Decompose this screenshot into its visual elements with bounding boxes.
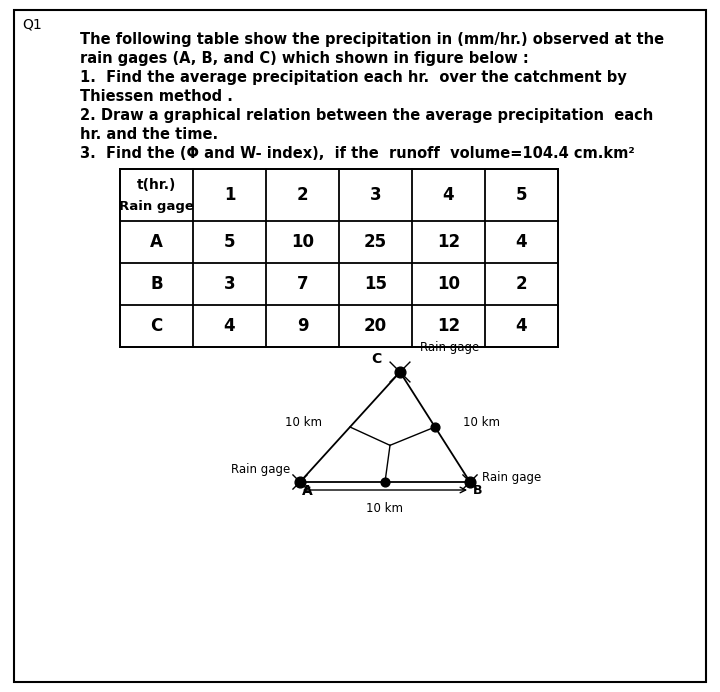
Point (464, 477, 476, 488)
Text: rain gages (A, B, and C) which shown in figure below :: rain gages (A, B, and C) which shown in … (80, 51, 528, 66)
Text: 4: 4 (516, 317, 527, 335)
Point (294, 477, 306, 488)
Text: 10: 10 (437, 275, 460, 293)
Text: B: B (473, 484, 482, 497)
Text: 10: 10 (291, 233, 314, 251)
Text: Q1: Q1 (22, 17, 42, 31)
Point (379, 477, 391, 488)
Text: Thiessen method .: Thiessen method . (80, 89, 233, 104)
Text: 12: 12 (437, 233, 460, 251)
Text: 4: 4 (224, 317, 235, 335)
Text: Rain gage: Rain gage (482, 471, 541, 484)
Text: Rain gage: Rain gage (230, 463, 290, 476)
Text: B: B (150, 275, 163, 293)
Text: 2: 2 (297, 186, 308, 204)
Text: 10 km: 10 km (285, 415, 322, 428)
Text: 7: 7 (297, 275, 308, 293)
Text: C: C (150, 317, 163, 335)
Text: 20: 20 (364, 317, 387, 335)
Text: A: A (302, 484, 312, 498)
Text: 10 km: 10 km (366, 502, 403, 515)
Text: Rain gage: Rain gage (119, 200, 194, 213)
Bar (120, 169, 558, 347)
Text: 3.  Find the (Φ and W- index),  if the  runoff  volume=104.4 cm.km²: 3. Find the (Φ and W- index), if the run… (80, 146, 635, 161)
Text: 5: 5 (516, 186, 527, 204)
Text: 25: 25 (364, 233, 387, 251)
Text: hr. and the time.: hr. and the time. (80, 127, 218, 142)
Text: 2: 2 (516, 275, 527, 293)
Point (395, 367, 406, 378)
Text: 3: 3 (224, 275, 235, 293)
Text: A: A (150, 233, 163, 251)
Text: 10 km: 10 km (463, 415, 500, 428)
Text: 12: 12 (437, 317, 460, 335)
Text: C: C (372, 352, 382, 366)
Text: 3: 3 (369, 186, 382, 204)
Text: 9: 9 (297, 317, 308, 335)
Text: 5: 5 (224, 233, 235, 251)
Text: 15: 15 (364, 275, 387, 293)
Text: The following table show the precipitation in (mm/hr.) observed at the: The following table show the precipitati… (80, 32, 664, 47)
Text: 2. Draw a graphical relation between the average precipitation  each: 2. Draw a graphical relation between the… (80, 108, 653, 123)
Text: 4: 4 (516, 233, 527, 251)
Text: t(hr.): t(hr.) (137, 178, 176, 192)
Text: 1: 1 (224, 186, 235, 204)
Text: 4: 4 (443, 186, 454, 204)
Text: Rain gage: Rain gage (420, 341, 480, 354)
Text: 1.  Find the average precipitation each hr.  over the catchment by: 1. Find the average precipitation each h… (80, 70, 626, 85)
Point (429, 421, 441, 432)
